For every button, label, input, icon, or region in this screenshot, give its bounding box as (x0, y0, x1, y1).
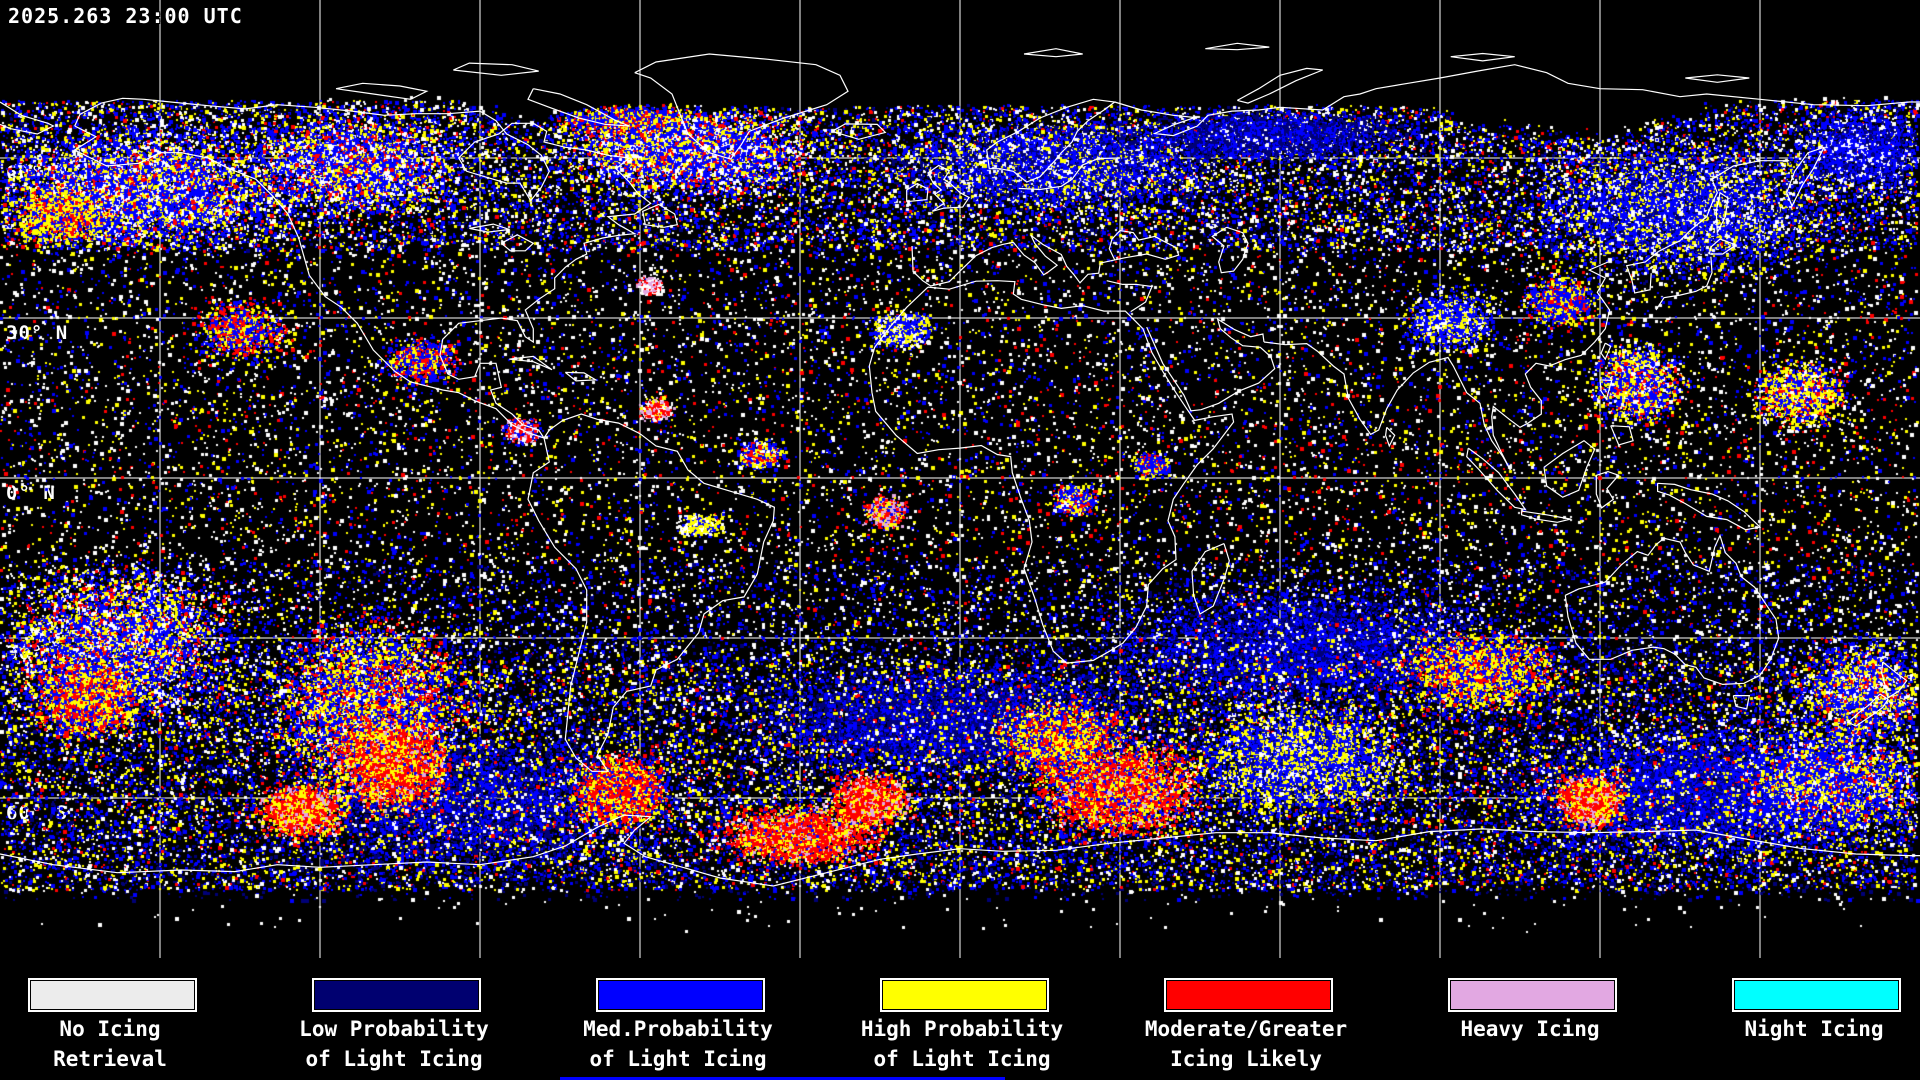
coastline-great-lakes-east (500, 234, 535, 252)
coastline-nz-south (1846, 693, 1889, 727)
coastline-europe-mediterranean (911, 229, 1180, 287)
coastline-sumatra (1466, 447, 1527, 511)
legend-label-line: Med.Probability (583, 1017, 773, 1041)
coastline-japan (1655, 256, 1713, 311)
legend-swatch (1731, 978, 1901, 1012)
coastline-north-america (73, 97, 652, 440)
icing-data-layer (0, 0, 1920, 958)
legend-swatch (27, 978, 197, 1012)
coastline-britain (927, 164, 970, 212)
coastline-okhotsk-coast (1658, 160, 1790, 252)
legend-label-line: of Light Icing (873, 1047, 1051, 1071)
legend-label-line: Heavy Icing (1460, 1017, 1600, 1041)
coastline-new-guinea (1657, 482, 1762, 531)
bottom-data-strip (560, 1077, 1005, 1080)
coastline-chukotka (0, 101, 55, 135)
coastline-cuba (509, 355, 553, 371)
legend-label: High Probability of Light Icing (812, 1014, 1112, 1074)
legend-label: No Icing Retrieval (0, 1014, 260, 1074)
legend-swatch (1163, 978, 1333, 1012)
coastline-ellesmere (453, 62, 539, 76)
legend-swatch (311, 978, 481, 1012)
coastline-caspian-sea (1211, 226, 1249, 274)
coastline-hispaniola (564, 371, 598, 382)
coastline-nz-north (1880, 661, 1908, 699)
legend-label: Heavy Icing (1380, 1014, 1680, 1044)
coastline-arctic-russia (1114, 64, 1920, 137)
coastline-svalbard (1023, 48, 1083, 58)
coastline-sulawesi (1595, 470, 1620, 509)
coastline-new-siberian-islands (1685, 74, 1750, 83)
legend-swatch (1447, 978, 1617, 1012)
legend-label-line: of Light Icing (589, 1047, 767, 1071)
coastline-iceland (831, 123, 887, 140)
coastline-india-coast (1263, 341, 1511, 471)
world-map: 60° N30° N0° N30° S60° S 2025.263 23:00 … (0, 0, 1920, 958)
coastline-australia (1564, 533, 1780, 686)
coastline-sakhalin (1715, 191, 1729, 233)
legend-label: Med.Probability of Light Icing (528, 1014, 828, 1074)
legend-label-line: Low Probability (299, 1017, 489, 1041)
timestamp: 2025.263 23:00 UTC (8, 4, 243, 28)
coastline-sri-lanka (1384, 426, 1396, 448)
coastline-madagascar (1191, 543, 1230, 615)
legend-label-line: High Probability (860, 1017, 1064, 1041)
coastline-korea-coast (1625, 250, 1660, 294)
coastline-hokkaido (1708, 238, 1738, 255)
legend-label-line: No Icing (59, 1017, 161, 1041)
legend-label-line: of Light Icing (305, 1047, 483, 1071)
coastline-levant-turkey (1106, 280, 1153, 313)
legend-swatch (595, 978, 765, 1012)
coastline-china-seasia-coast (1491, 261, 1611, 471)
coastline-java (1521, 510, 1571, 523)
coastline-ireland (906, 182, 929, 203)
coastline-great-lakes-west (469, 223, 510, 233)
legend-label-line: Moderate/Greater (1144, 1017, 1348, 1041)
coastline-baltic-coast (1018, 157, 1121, 191)
legend-label-line: Icing Likely (1170, 1047, 1322, 1071)
coastline-taiwan (1600, 342, 1612, 361)
coastline-franz-josef-land (1205, 42, 1270, 51)
coastline-victoria-island (335, 82, 429, 100)
coastline-kamchatka (1786, 146, 1825, 208)
coastline-luzon (1599, 379, 1613, 401)
legend: No Icing Retrieval Low Probability of Light… (0, 958, 1920, 1080)
coastline-south-america (527, 413, 776, 772)
coastline-scandinavia (986, 98, 1117, 183)
coastline-greenland (634, 53, 849, 160)
coastline-antarctica (0, 814, 1920, 887)
legend-label: Low Probability of Light Icing (244, 1014, 544, 1074)
coastline-borneo (1543, 439, 1596, 498)
legend-label-line: Retrieval (53, 1047, 167, 1071)
coastline-severnaya-zemlya (1450, 52, 1515, 62)
coastline-novaya-zemlya (1237, 67, 1323, 104)
coastline-tasmania (1732, 695, 1751, 710)
coastline-mindanao (1610, 425, 1634, 446)
legend-label: Moderate/Greater Icing Likely (1096, 1014, 1396, 1074)
legend-label-line: Night Icing (1744, 1017, 1884, 1041)
coastline-layer (0, 42, 1920, 887)
coastline-baffin-island (527, 88, 630, 127)
coastline-africa (868, 280, 1235, 664)
legend-label: Night Icing (1664, 1014, 1920, 1044)
legend-swatch (879, 978, 1049, 1012)
coastline-arabia (1146, 317, 1276, 412)
coastline-newfoundland (642, 203, 679, 228)
